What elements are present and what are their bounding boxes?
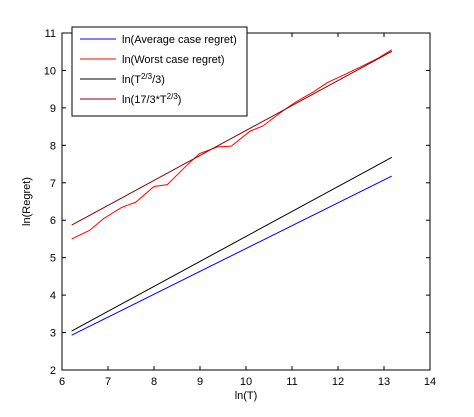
x-tick-label: 6 — [59, 376, 65, 388]
y-tick-label: 4 — [50, 290, 56, 302]
x-tick-label: 10 — [240, 376, 252, 388]
series-line-1 — [71, 49, 393, 240]
y-tick-label: 8 — [50, 140, 56, 152]
legend-entry-3: ln(17/3*T2/3) — [122, 92, 181, 107]
y-tick-label: 3 — [50, 328, 56, 340]
x-axis-label: ln(T) — [235, 390, 258, 402]
legend-entry-1: ln(Worst case regret) — [122, 54, 225, 66]
x-tick-label: 7 — [105, 376, 111, 388]
series-line-2 — [71, 156, 393, 332]
y-axis-label: ln(Regret) — [21, 177, 33, 226]
y-tick-label: 7 — [50, 178, 56, 190]
series-line-0 — [71, 175, 393, 336]
series-line-3 — [71, 50, 393, 226]
y-tick-label: 6 — [50, 215, 56, 227]
y-axis-ticks: 2 3 4 5 6 7 8 9 10 11 — [44, 28, 430, 377]
y-tick-label: 5 — [50, 253, 56, 265]
legend-entry-0: ln(Average case regret) — [122, 34, 237, 46]
legend: ln(Average case regret) ln(Worst case reg… — [71, 26, 248, 117]
x-tick-label: 12 — [332, 376, 344, 388]
legend-entry-2: ln(T2/3/3) — [122, 72, 165, 87]
x-tick-label: 9 — [197, 376, 203, 388]
y-tick-label: 2 — [50, 365, 56, 377]
legend-box — [71, 26, 248, 117]
y-tick-label: 9 — [50, 103, 56, 115]
series-lines — [71, 49, 393, 336]
x-tick-label: 8 — [151, 376, 157, 388]
y-tick-label: 10 — [44, 65, 56, 77]
x-tick-label: 14 — [424, 376, 436, 388]
y-tick-label: 11 — [45, 28, 56, 40]
x-tick-label: 13 — [378, 376, 390, 388]
x-tick-label: 11 — [286, 376, 297, 388]
